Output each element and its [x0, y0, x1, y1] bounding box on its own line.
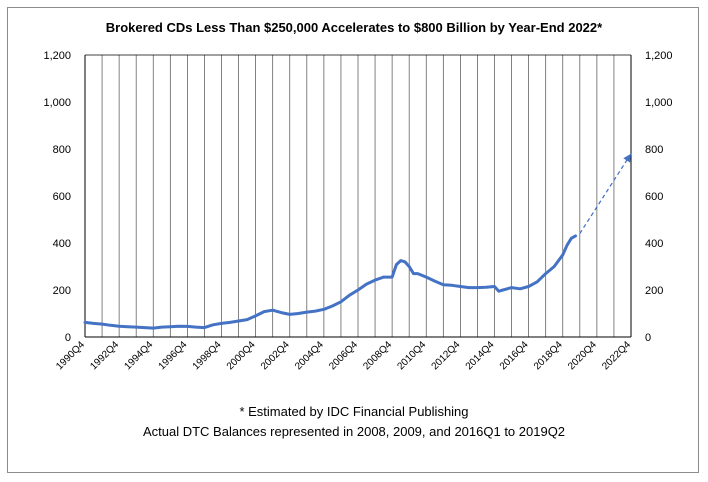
y-tick-label-left: 800 [53, 144, 71, 156]
x-tick-label: 1994Q4 [122, 339, 155, 372]
x-tick-label: 2002Q4 [259, 339, 292, 372]
x-tick-label: 2018Q4 [532, 339, 565, 372]
x-tick-label: 1998Q4 [191, 339, 224, 372]
actual-balance-line [83, 234, 577, 330]
x-tick-label: 1990Q4 [54, 339, 87, 372]
x-tick-label: 2008Q4 [361, 339, 394, 372]
series-group [83, 153, 632, 330]
axes [84, 54, 632, 338]
y-tick-label-right: 0 [645, 332, 651, 344]
x-tick-label: 2016Q4 [498, 339, 531, 372]
y-tick-label-right: 1,000 [645, 97, 673, 109]
line-chart: 0 0 200 200 400 400 600 600 800 800 1,000 1,000 1,20… [43, 50, 673, 372]
projection-dashed-line [579, 153, 632, 234]
y-tick-label-left: 1,200 [43, 50, 71, 62]
y-tick-label-right: 800 [645, 144, 663, 156]
x-tick-label: 2014Q4 [464, 339, 497, 372]
y-tick-label-left: 0 [65, 332, 71, 344]
actual-balances-footnote: Actual DTC Balances represented in 2008,… [142, 424, 566, 439]
y-tick-label-left: 400 [53, 238, 71, 250]
y-tick-label-left: 200 [53, 285, 71, 297]
x-tick-label: 2010Q4 [395, 339, 428, 372]
x-tick-label: 1996Q4 [157, 339, 190, 372]
y-tick-label-right: 1,200 [645, 50, 673, 62]
x-tick-label: 2022Q4 [600, 339, 633, 372]
x-tick-label: 2006Q4 [327, 339, 360, 372]
x-tick-label: 2000Q4 [225, 339, 258, 372]
estimate-footnote: * Estimated by IDC Financial Publishing [239, 404, 469, 419]
x-tick-label: 2004Q4 [293, 339, 326, 372]
y-tick-label-left: 600 [53, 191, 71, 203]
y-tick-label-left: 1,000 [43, 97, 71, 109]
y-tick-label-right: 400 [645, 238, 663, 250]
x-tick-label: 2012Q4 [430, 339, 463, 372]
chart-title: Brokered CDs Less Than $250,000 Accelera… [105, 20, 603, 35]
x-tick-label: 2020Q4 [566, 339, 599, 372]
y-tick-label-right: 600 [645, 191, 663, 203]
grid-lines [84, 55, 632, 337]
x-tick-label: 1992Q4 [88, 339, 121, 372]
projection-arrowhead [623, 153, 631, 163]
y-tick-label-right: 200 [645, 285, 663, 297]
chart-frame [7, 7, 699, 473]
